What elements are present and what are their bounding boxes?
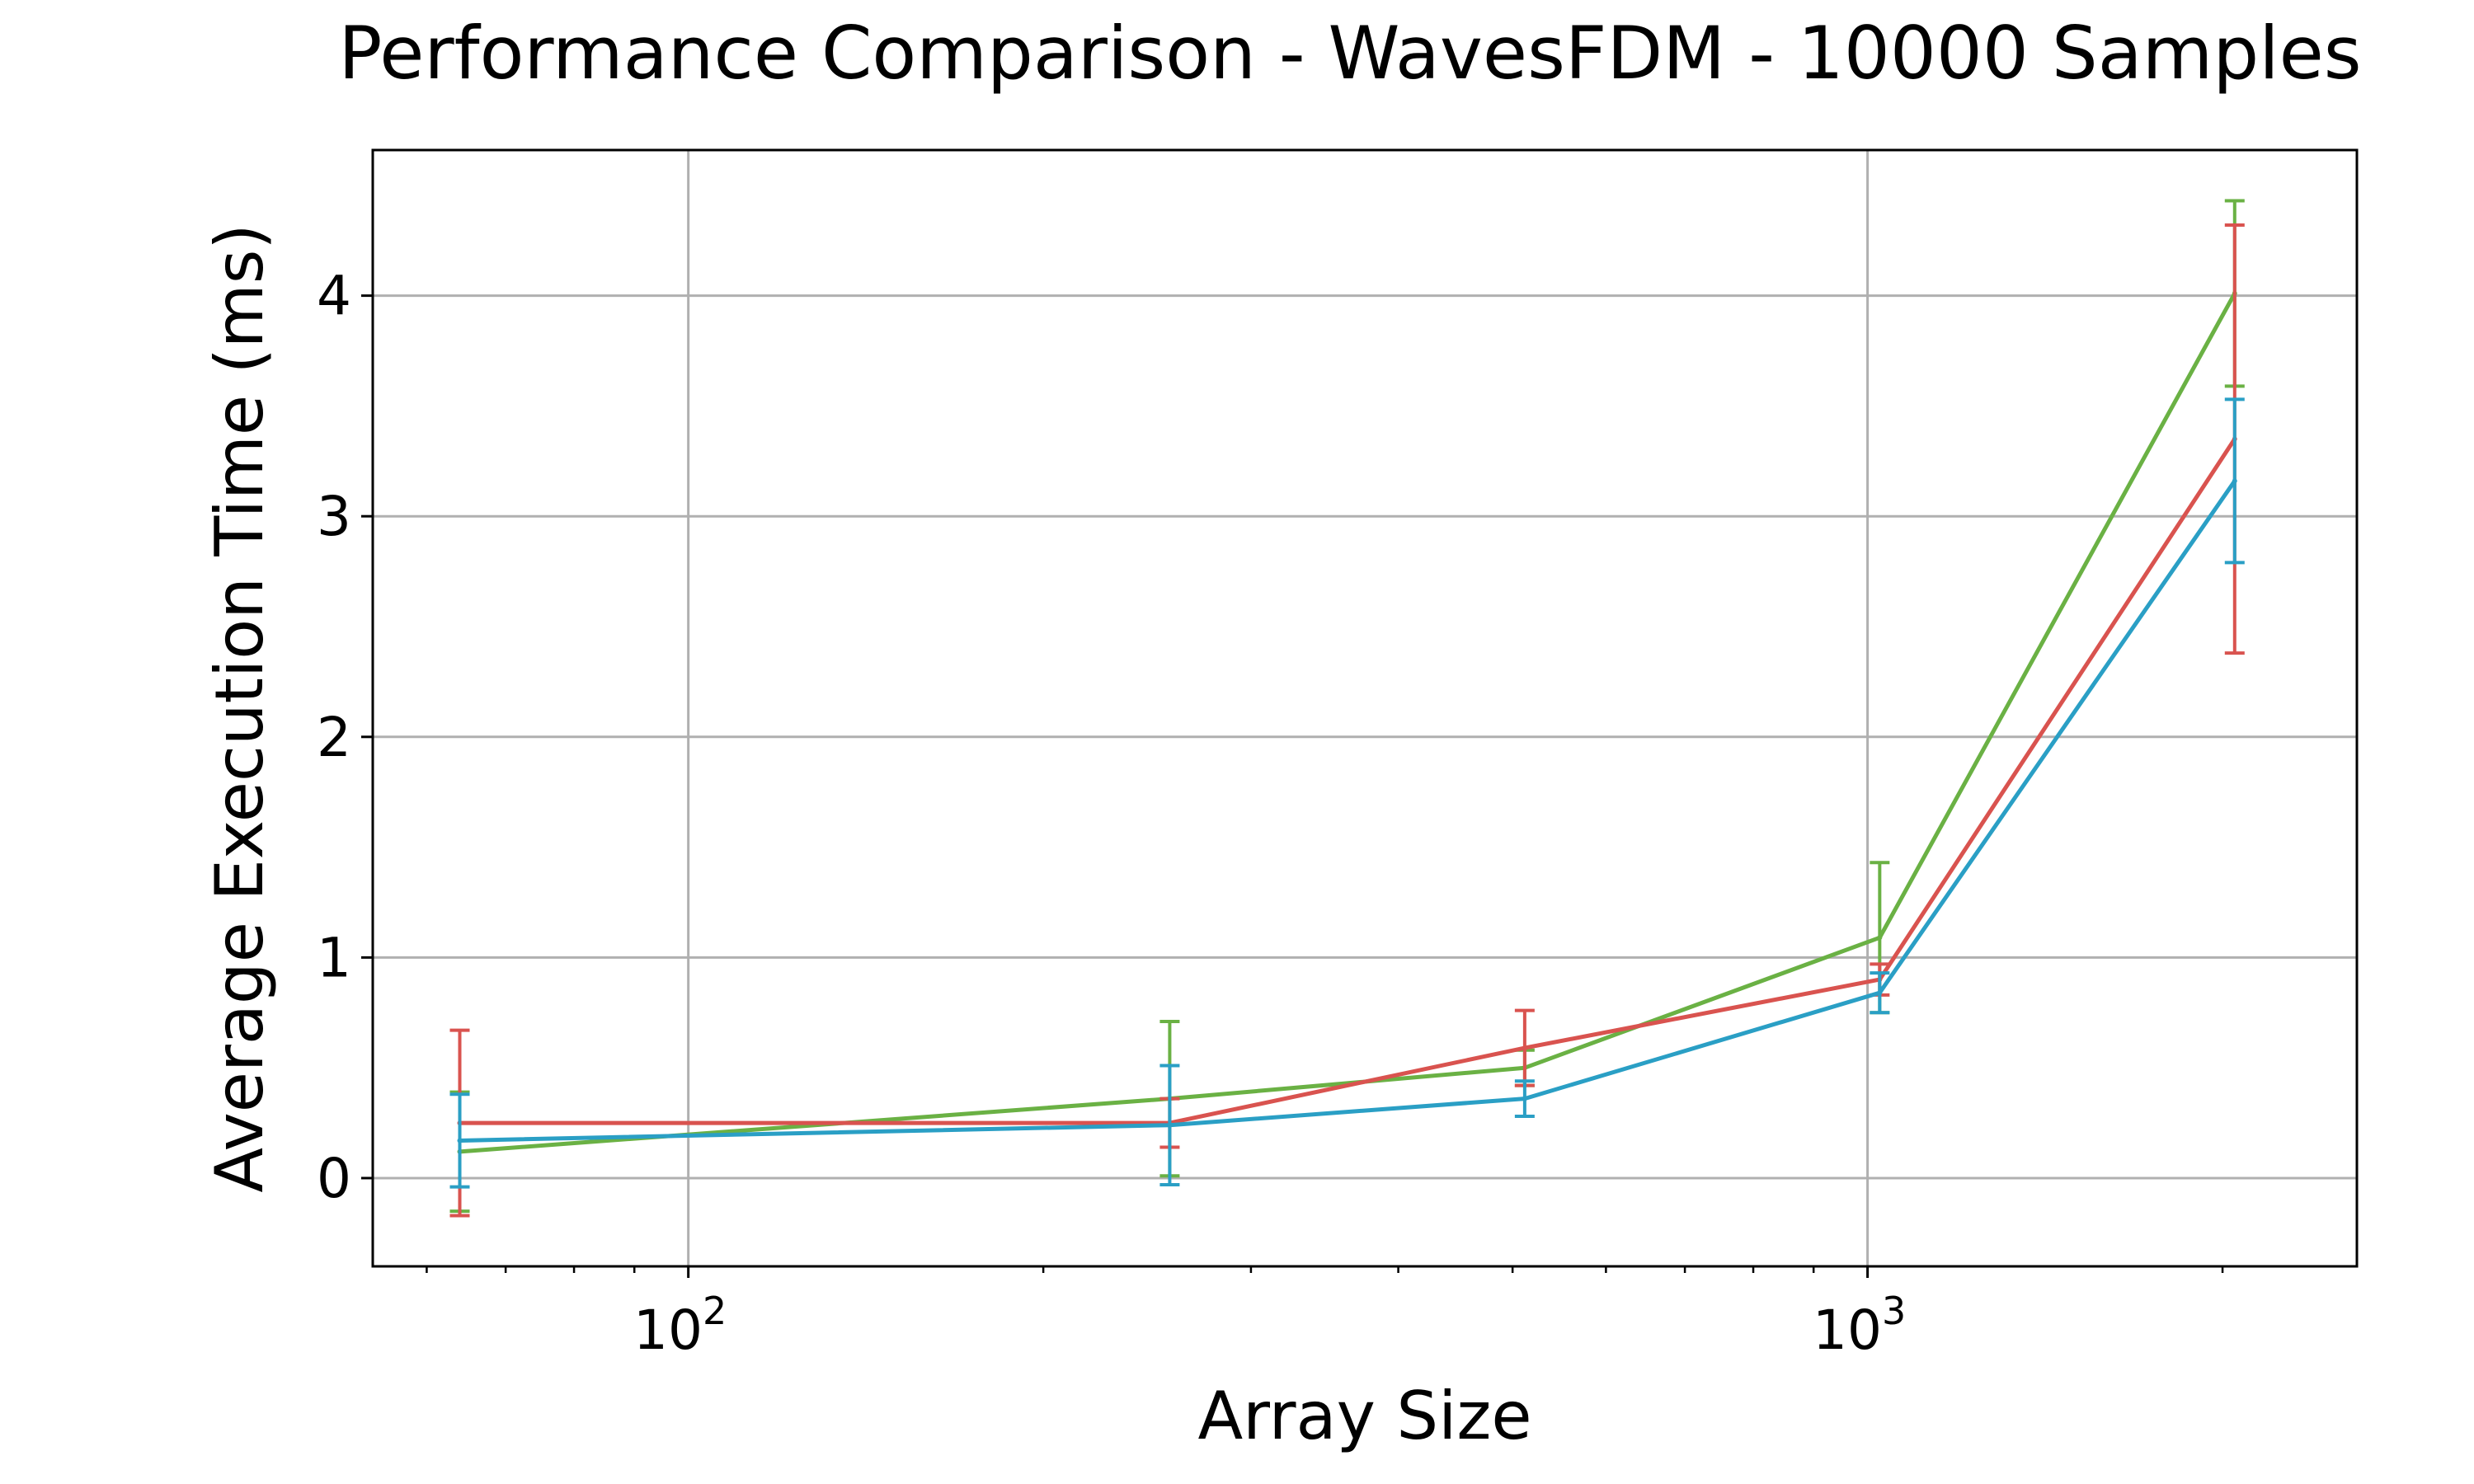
data-point [2232, 478, 2237, 484]
data-point [1877, 990, 1883, 996]
series-line [459, 479, 2236, 1143]
series-2 [449, 223, 2245, 1218]
data-point [1522, 1096, 1527, 1101]
axis-ticks: 0 1 2 3 4 102 103 [317, 265, 2224, 1362]
y-tick-label: 3 [317, 485, 351, 548]
series-line [459, 438, 2236, 1125]
plot-area [449, 199, 2245, 1218]
x-tick-label: 103 [1813, 1289, 1906, 1362]
data-point [1522, 1045, 1527, 1051]
x-axis-label: Array Size [1197, 1378, 1531, 1454]
plot-frame [371, 148, 2359, 1268]
series-3 [449, 397, 2245, 1189]
y-tick-label: 4 [317, 265, 351, 328]
grid [373, 150, 2357, 1266]
x-tick-label: 102 [633, 1289, 727, 1362]
series-1 [449, 199, 2245, 1214]
y-tick-label: 1 [317, 926, 351, 989]
chart-title: Performance Comparison - WavesFDM - 1000… [338, 11, 2361, 96]
y-tick-label: 0 [317, 1147, 351, 1210]
series-line [459, 292, 2236, 1154]
y-axis-label: Average Execution Time (ms) [201, 223, 278, 1192]
data-point [1877, 935, 1883, 941]
y-tick-label: 2 [317, 706, 351, 769]
data-point [1167, 1122, 1173, 1128]
data-point [457, 1138, 463, 1144]
